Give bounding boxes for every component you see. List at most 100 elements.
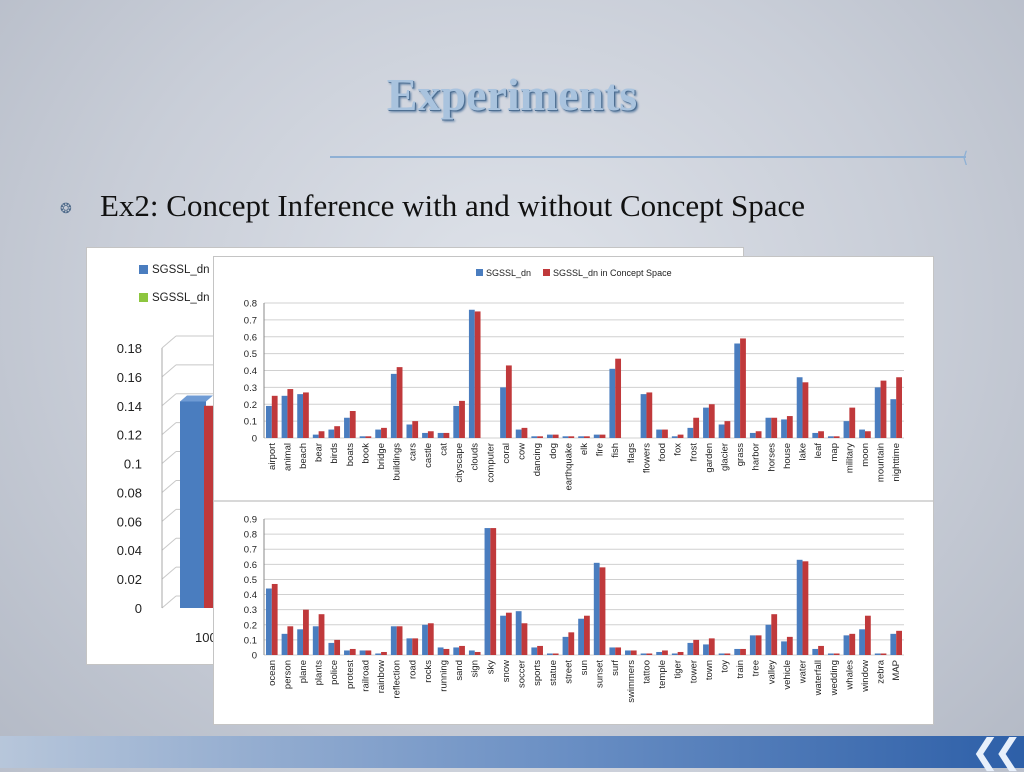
- top-bar-series2: [521, 427, 528, 438]
- top-x-tick-label: flags: [626, 443, 637, 463]
- bottom-x-tick-label: plants: [314, 660, 325, 686]
- top-x-tick-label: food: [657, 443, 668, 462]
- bottom-bar-series2: [615, 647, 622, 655]
- bottom-bar-series1: [297, 629, 304, 655]
- bottom-bar-series1: [843, 635, 850, 655]
- bottom-bar-series1: [671, 653, 678, 655]
- bottom-x-tick-label: window: [860, 660, 871, 693]
- bottom-bar-series2: [459, 645, 465, 655]
- top-bar-series1: [687, 427, 694, 438]
- bottom-bar-series2: [584, 615, 590, 655]
- bottom-bar-series1: [468, 650, 475, 655]
- legend-label-series2: SGSSL_dn in Concept Space: [553, 268, 672, 278]
- top-bar-series1: [344, 417, 350, 438]
- top-bar-series2: [381, 427, 387, 438]
- top-bar-series2: [833, 436, 840, 438]
- top-x-tick-label: garden: [704, 443, 715, 473]
- bottom-x-tick-label: sunset: [595, 660, 606, 688]
- bottom-x-tick-label: sign: [470, 660, 481, 677]
- top-y-tick-label: 0.1: [244, 417, 257, 428]
- top-x-tick-label: frost: [688, 443, 699, 462]
- top-bar-series2: [303, 392, 309, 438]
- bottom-bar-series2: [662, 650, 668, 655]
- top-bar-series1: [718, 424, 725, 438]
- bottom-x-tick-label: running: [439, 660, 450, 692]
- top-bar-series1: [874, 387, 881, 438]
- top-bar-series2: [880, 380, 887, 438]
- top-bar-series2: [599, 434, 606, 438]
- bottom-bar-series2: [412, 638, 419, 655]
- bottom-bar-series2: [646, 653, 653, 655]
- top-bar-series1: [281, 395, 288, 438]
- bottom-x-tick-label: street: [563, 660, 574, 684]
- bottom-bar-series2: [724, 653, 731, 655]
- top-bar-series1: [390, 373, 397, 438]
- top-bar-series1: [297, 394, 304, 438]
- back-gridline-diag: [161, 451, 177, 464]
- bottom-bar-series2: [818, 645, 824, 655]
- bottom-bar-series2: [833, 653, 840, 655]
- bottom-x-tick-label: vehicle: [782, 660, 793, 690]
- bottom-bar-series2: [755, 635, 762, 655]
- bottom-bar-series1: [281, 633, 288, 655]
- top-x-tick-label: dog: [548, 443, 559, 459]
- top-bar-series2: [443, 432, 450, 438]
- bottom-x-tick-label: sky: [485, 660, 496, 675]
- top-bar-series1: [266, 405, 272, 438]
- top-x-tick-label: flowers: [641, 443, 652, 473]
- front-chart-svg: SGSSL_dn SGSSL_dn in Concept Space 0 0.1 0.2…: [214, 268, 933, 703]
- bottom-x-tick-label: statue: [548, 660, 559, 686]
- bottom-bar-series1: [890, 633, 897, 655]
- top-bar-series1: [453, 405, 460, 438]
- top-bar-series2: [724, 421, 731, 438]
- bottom-x-tick-label: railroad: [360, 660, 371, 692]
- legend-swatch-series2: [543, 269, 550, 276]
- top-bar-series2: [896, 377, 902, 438]
- top-bar-series2: [568, 436, 575, 438]
- back-legend-label-2: SGSSL_dn: [152, 292, 210, 304]
- top-bar-series1: [609, 368, 616, 438]
- top-x-tick-label: cow: [517, 443, 528, 460]
- top-y-tick-label: 0.6: [244, 332, 257, 343]
- title-divider: [330, 156, 966, 158]
- bottom-bar-series1: [859, 629, 865, 655]
- legend-swatch-icon: [139, 265, 148, 274]
- top-x-tick-label: fish: [610, 443, 621, 458]
- top-bar-series2: [552, 434, 559, 438]
- bottom-bar-series1: [640, 653, 647, 655]
- bottom-x-tick-label: soccer: [517, 660, 528, 688]
- bottom-x-tick-label: tiger: [673, 660, 684, 678]
- back-gridline-diag: [161, 422, 177, 436]
- top-bar-series1: [406, 424, 413, 438]
- back-bar-series1: [180, 401, 206, 608]
- bottom-y-tick-label: 0.3: [244, 605, 257, 616]
- bottom-y-tick-label: 0.6: [244, 560, 257, 571]
- bottom-y-tick-label: 0.5: [244, 575, 257, 586]
- top-bar-series1: [546, 434, 553, 438]
- top-x-tick-label: airport: [267, 443, 278, 470]
- bottom-bar-series1: [359, 650, 366, 655]
- bottom-bar-series1: [765, 624, 772, 655]
- top-bar-series1: [703, 407, 709, 438]
- back-y-tick-label: 0.02: [117, 572, 142, 587]
- bottom-x-tick-label: valley: [766, 660, 777, 685]
- front-chart-panel: SGSSL_dn SGSSL_dn in Concept Space 0 0.1 0.2…: [213, 256, 934, 725]
- top-bar-series2: [693, 417, 700, 438]
- top-y-tick-label: 0.4: [244, 366, 257, 377]
- bottom-bar-series1: [344, 650, 350, 655]
- bottom-bar-series2: [864, 615, 871, 655]
- top-bar-series2: [708, 404, 715, 438]
- bottom-bar-series2: [334, 639, 341, 655]
- bottom-x-tick-label: plane: [298, 660, 309, 683]
- top-bar-series1: [765, 417, 772, 438]
- top-bar-series2: [412, 421, 419, 438]
- bottom-bar-series1: [500, 615, 506, 655]
- bottom-x-tick-label: MAP: [891, 660, 902, 681]
- bottom-x-tick-label: wedding: [829, 660, 840, 696]
- top-bar-series1: [437, 432, 444, 438]
- top-bar-series2: [755, 431, 762, 438]
- bottom-bar-series1: [718, 653, 725, 655]
- back-gridline-diag: [161, 595, 177, 609]
- top-bar-series1: [671, 436, 678, 438]
- top-bar-series2: [818, 431, 824, 438]
